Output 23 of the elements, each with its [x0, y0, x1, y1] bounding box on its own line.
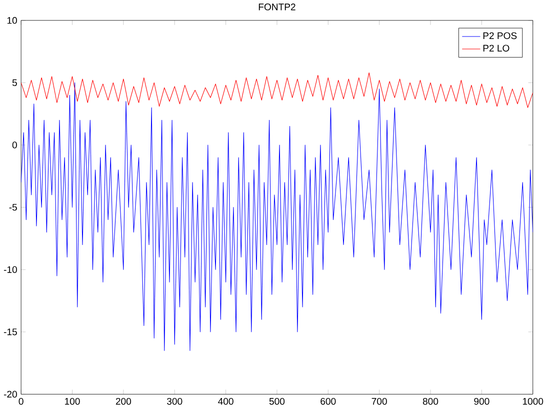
y-tick-label: -15 — [4, 328, 17, 336]
line-series — [21, 82, 533, 351]
y-tick-label: 5 — [12, 79, 17, 86]
y-tick-label: -20 — [4, 390, 17, 398]
x-tick-label: 100 — [65, 398, 80, 405]
x-tick-label: 900 — [474, 398, 490, 405]
legend-label: P2 LO — [483, 44, 510, 52]
legend-label: P2 POS — [483, 32, 517, 39]
x-tick-label: 400 — [218, 398, 234, 405]
x-tick-label: 1000 — [522, 398, 544, 405]
x-tick-label: 500 — [269, 398, 285, 405]
x-tick-label: 600 — [320, 398, 336, 405]
x-tick-label: 300 — [167, 398, 182, 405]
x-tick-label: 800 — [422, 398, 438, 405]
y-tick-label: -5 — [9, 204, 17, 211]
y-tick-label: -10 — [4, 266, 17, 273]
line-series — [21, 72, 533, 108]
y-tick-label: 0 — [12, 141, 17, 148]
x-tick-label: 700 — [372, 398, 387, 405]
y-tick-label: 10 — [7, 16, 17, 24]
x-tick-label: 200 — [116, 398, 132, 405]
chart-title: FONTP2 — [258, 3, 296, 10]
x-tick-label: 0 — [18, 398, 24, 405]
